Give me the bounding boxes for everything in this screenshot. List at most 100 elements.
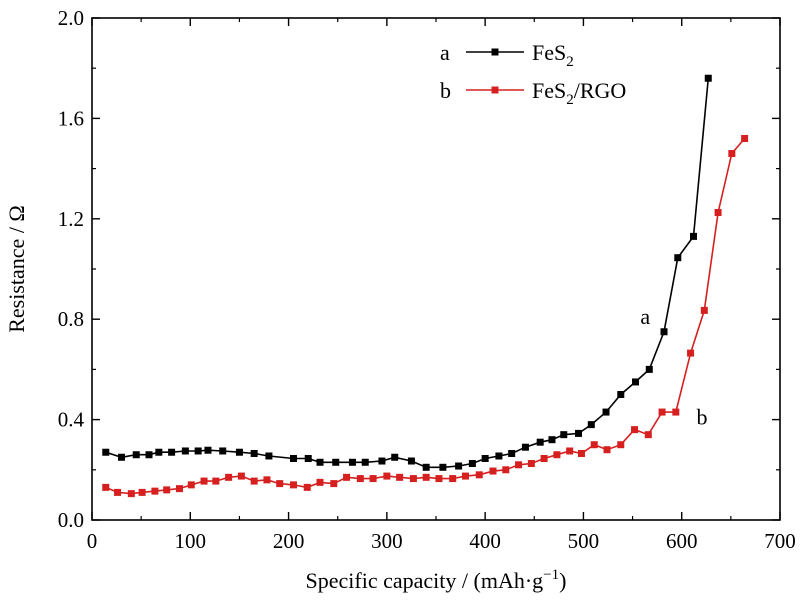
data-point-b xyxy=(728,150,736,158)
data-point-b xyxy=(276,480,284,488)
x-tick-label: 100 xyxy=(175,529,207,553)
data-point-b xyxy=(289,481,297,489)
data-point-b xyxy=(741,134,749,142)
curve-label-a: a xyxy=(640,304,650,329)
x-tick-label: 700 xyxy=(764,529,796,553)
data-point-a xyxy=(155,448,163,456)
data-point-a xyxy=(495,452,503,460)
data-point-b xyxy=(237,472,245,480)
data-point-b xyxy=(435,475,443,483)
data-point-b xyxy=(700,306,708,314)
data-point-a xyxy=(560,431,568,439)
data-point-b xyxy=(383,472,391,480)
y-axis-title: Resistance / Ω xyxy=(4,205,29,333)
data-point-b xyxy=(422,473,430,481)
data-point-b xyxy=(577,449,585,457)
data-point-a xyxy=(132,451,140,459)
data-point-b xyxy=(672,408,680,416)
x-tick-label: 400 xyxy=(469,529,501,553)
legend-entry-b: b FeS2/RGO xyxy=(440,78,626,108)
data-point-b xyxy=(475,471,483,479)
data-point-b xyxy=(330,480,338,488)
data-point-b xyxy=(603,446,611,454)
data-point-b xyxy=(151,487,159,495)
data-point-a xyxy=(361,458,369,466)
data-point-a xyxy=(617,391,625,398)
y-tick-label: 0.4 xyxy=(58,408,85,432)
data-point-b xyxy=(250,477,258,485)
data-point-b xyxy=(356,475,364,483)
data-point-a xyxy=(587,421,595,429)
legend-label-a: FeS2 xyxy=(532,40,574,70)
data-point-a xyxy=(378,457,386,465)
data-point-b xyxy=(225,473,233,481)
data-point-a xyxy=(602,408,610,416)
data-point-b xyxy=(369,475,377,483)
data-point-b xyxy=(163,486,171,494)
data-point-b xyxy=(489,467,497,475)
data-point-a xyxy=(181,447,189,455)
data-point-b xyxy=(303,483,311,491)
data-point-b xyxy=(200,477,208,485)
data-point-a xyxy=(117,453,125,461)
series-line-a xyxy=(105,78,710,469)
data-point-b xyxy=(449,475,457,483)
data-point-a xyxy=(422,463,430,471)
series-b xyxy=(102,134,749,498)
data-point-b xyxy=(502,466,510,474)
data-point-b xyxy=(617,441,625,449)
curve-label-b: b xyxy=(696,405,707,430)
data-point-b xyxy=(687,349,695,357)
y-tick-label: 0.8 xyxy=(58,307,84,331)
data-point-a xyxy=(548,436,556,444)
data-point-a xyxy=(304,455,312,463)
data-point-b xyxy=(114,488,122,496)
data-point-b xyxy=(515,461,523,469)
legend-key-a: a xyxy=(440,40,450,65)
data-point-b xyxy=(540,455,548,463)
data-point-b xyxy=(187,481,195,489)
data-point-b xyxy=(409,475,417,483)
data-point-b xyxy=(127,490,135,498)
plot-frame xyxy=(91,17,781,521)
data-point-a xyxy=(168,448,176,456)
legend-key-b: b xyxy=(440,78,451,103)
data-point-a xyxy=(690,232,698,240)
data-point-a xyxy=(660,328,668,336)
data-point-b xyxy=(138,488,146,496)
legend: a FeS2 b FeS2/RGO xyxy=(440,40,626,108)
data-point-a xyxy=(332,458,340,466)
data-point-a xyxy=(391,453,399,461)
data-point-a xyxy=(536,438,544,446)
data-point-a xyxy=(407,457,415,465)
axes: 0 100 200 300 400 500 600 700 0.0 0.4 0.8 1.2 1.6 2.0… xyxy=(4,6,796,593)
data-point-a xyxy=(145,451,153,459)
data-point-b xyxy=(566,447,574,455)
annotations: ab xyxy=(640,304,707,429)
data-point-a xyxy=(250,449,258,457)
data-point-a xyxy=(289,455,297,463)
legend-marker-b xyxy=(491,86,499,94)
y-tick-label: 0.0 xyxy=(58,508,84,532)
legend-entry-a: a FeS2 xyxy=(440,40,574,70)
legend-marker-a xyxy=(491,48,499,56)
data-point-b xyxy=(212,477,220,485)
data-point-b xyxy=(631,426,639,434)
data-point-a xyxy=(194,447,202,455)
data-point-a xyxy=(204,446,212,454)
data-point-b xyxy=(175,485,183,493)
series-a xyxy=(102,74,712,471)
data-point-b xyxy=(316,478,324,486)
data-point-a xyxy=(481,455,489,463)
data-point-a xyxy=(645,365,653,373)
data-point-a xyxy=(521,443,529,451)
data-point-a xyxy=(102,448,110,456)
y-tick-label: 1.2 xyxy=(58,207,84,231)
data-point-a xyxy=(265,452,273,460)
data-point-b xyxy=(714,209,722,217)
data-point-b xyxy=(102,483,110,491)
y-tick-label: 1.6 xyxy=(58,106,84,130)
data-point-b xyxy=(553,451,561,459)
data-point-a xyxy=(704,74,712,82)
